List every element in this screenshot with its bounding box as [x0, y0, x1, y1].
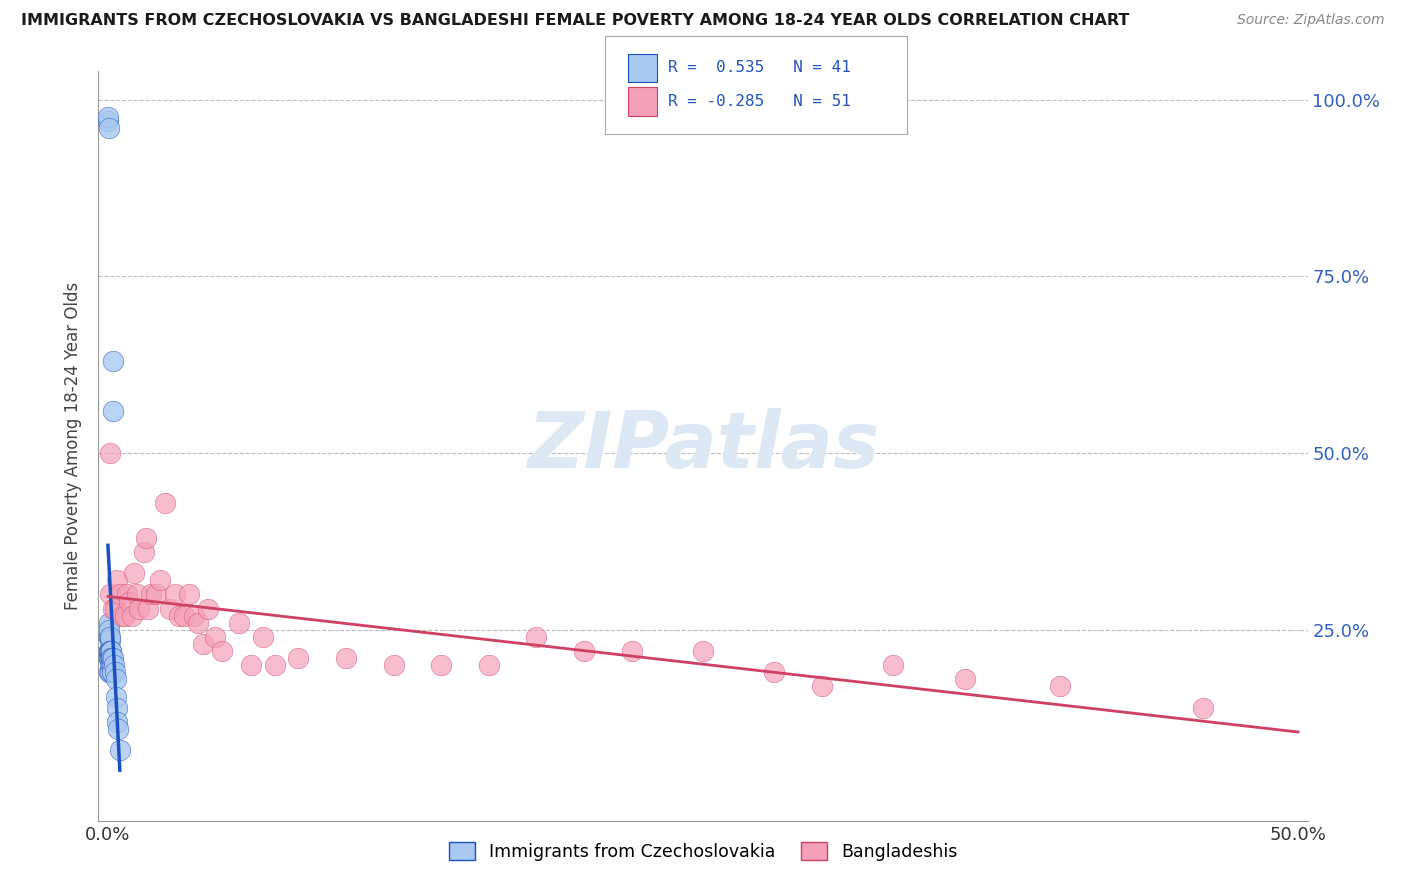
Point — [138, 601, 160, 615]
Point — [98, 644, 121, 658]
Point — [104, 601, 127, 615]
Point — [107, 714, 129, 729]
Point — [111, 608, 134, 623]
Point — [197, 601, 219, 615]
Point — [98, 658, 121, 673]
Point — [97, 651, 120, 665]
Point — [145, 587, 167, 601]
Point — [100, 658, 122, 673]
Point — [122, 566, 145, 581]
Y-axis label: Female Poverty Among 18-24 Year Olds: Female Poverty Among 18-24 Year Olds — [65, 282, 83, 610]
Point — [204, 630, 226, 644]
Point — [153, 495, 176, 509]
Legend: Immigrants from Czechoslovakia, Bangladeshis: Immigrants from Czechoslovakia, Banglade… — [441, 836, 965, 868]
Point — [228, 615, 250, 630]
Point — [104, 665, 127, 680]
Point — [135, 531, 157, 545]
Point — [1192, 700, 1215, 714]
Point — [692, 644, 714, 658]
Point — [98, 630, 121, 644]
Point — [101, 601, 124, 615]
Point — [239, 658, 262, 673]
Point — [121, 608, 143, 623]
Point — [177, 587, 200, 601]
Point — [953, 673, 976, 687]
Point — [97, 615, 120, 630]
Point — [98, 651, 121, 665]
Point — [100, 665, 122, 680]
Point — [97, 630, 120, 644]
Point — [173, 608, 195, 623]
Point — [183, 608, 205, 623]
Point — [101, 403, 124, 417]
Point — [98, 665, 121, 680]
Point — [98, 651, 121, 665]
Point — [159, 601, 181, 615]
Point — [430, 658, 453, 673]
Point — [101, 665, 124, 680]
Point — [211, 644, 233, 658]
Point — [98, 630, 121, 644]
Point — [139, 587, 162, 601]
Point — [163, 587, 186, 601]
Point — [132, 545, 155, 559]
Point — [382, 658, 405, 673]
Text: IMMIGRANTS FROM CZECHOSLOVAKIA VS BANGLADESHI FEMALE POVERTY AMONG 18-24 YEAR OL: IMMIGRANTS FROM CZECHOSLOVAKIA VS BANGLA… — [21, 13, 1129, 29]
Point — [100, 644, 122, 658]
Point — [187, 615, 209, 630]
Point — [100, 651, 122, 665]
Point — [478, 658, 501, 673]
Point — [107, 574, 129, 588]
Point — [97, 111, 120, 125]
Point — [100, 651, 122, 665]
Point — [107, 722, 129, 736]
Point — [100, 644, 122, 658]
Text: R = -0.285   N = 51: R = -0.285 N = 51 — [668, 95, 851, 109]
Point — [263, 658, 285, 673]
Point — [620, 644, 643, 658]
Point — [169, 608, 191, 623]
Point — [882, 658, 904, 673]
Point — [149, 574, 172, 588]
Point — [98, 644, 121, 658]
Point — [98, 623, 121, 637]
Point — [105, 700, 128, 714]
Point — [98, 665, 121, 680]
Point — [98, 644, 121, 658]
Point — [100, 651, 122, 665]
Point — [125, 587, 148, 601]
Point — [100, 658, 122, 673]
Point — [97, 644, 120, 658]
Point — [98, 587, 121, 601]
Point — [114, 608, 136, 623]
Point — [335, 651, 357, 665]
Point — [108, 587, 131, 601]
Point — [128, 601, 150, 615]
Point — [98, 446, 121, 460]
Point — [287, 651, 309, 665]
Point — [98, 644, 121, 658]
Text: Source: ZipAtlas.com: Source: ZipAtlas.com — [1237, 13, 1385, 28]
Point — [98, 644, 121, 658]
Point — [108, 743, 131, 757]
Point — [1049, 679, 1071, 693]
Point — [763, 665, 786, 680]
Text: ZIPatlas: ZIPatlas — [527, 408, 879, 484]
Point — [252, 630, 274, 644]
Point — [104, 673, 127, 687]
Point — [811, 679, 834, 693]
Point — [98, 633, 121, 648]
Point — [115, 587, 138, 601]
Point — [97, 113, 120, 128]
Point — [524, 630, 547, 644]
Point — [118, 594, 141, 608]
Point — [191, 637, 214, 651]
Point — [572, 644, 595, 658]
Text: R =  0.535   N = 41: R = 0.535 N = 41 — [668, 61, 851, 75]
Point — [105, 690, 128, 704]
Point — [101, 651, 124, 665]
Point — [103, 658, 125, 673]
Point — [97, 120, 120, 135]
Point — [101, 354, 124, 368]
